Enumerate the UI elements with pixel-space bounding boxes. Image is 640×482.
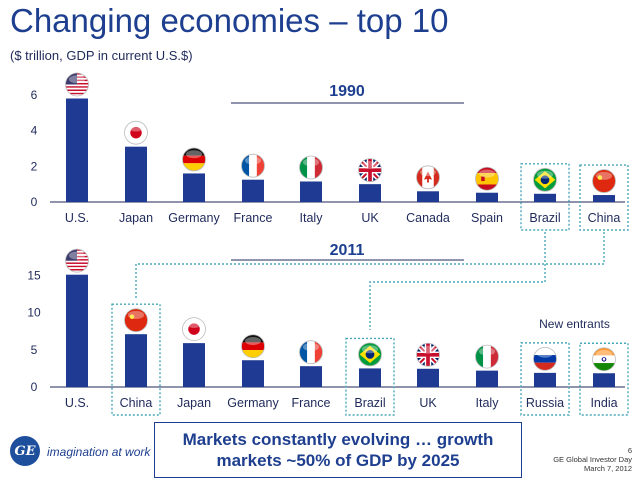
bar-us xyxy=(66,274,88,387)
annotation-new-entrants: New entrants xyxy=(539,317,610,331)
spain-flag-icon xyxy=(475,166,499,191)
x-tick-label: Japan xyxy=(177,396,211,410)
canada-flag-icon xyxy=(416,165,440,190)
bar-france xyxy=(242,179,264,202)
x-tick-label: China xyxy=(588,211,621,225)
y-tick-label: 0 xyxy=(31,195,38,209)
bar-uk xyxy=(359,184,381,202)
bar-russia xyxy=(534,372,556,387)
china-flag-icon xyxy=(124,308,148,333)
x-tick-label: Russia xyxy=(526,396,564,410)
x-tick-label: Brazil xyxy=(354,396,385,410)
bar-india xyxy=(593,373,615,387)
bar-spain xyxy=(476,192,498,202)
chart-title-1990: 1990 xyxy=(329,83,365,100)
japan-flag-icon xyxy=(124,120,148,145)
footer-meta: 6 GE Global Investor Day March 7, 2012 xyxy=(553,446,632,473)
bar-italy xyxy=(300,181,322,202)
japan-flag-icon xyxy=(182,317,206,342)
bar-uk xyxy=(417,368,439,387)
slide-title: Changing economies – top 10 xyxy=(10,2,449,39)
connector-china xyxy=(135,232,605,300)
bar-canada xyxy=(417,191,439,202)
ge-logo: GE xyxy=(10,436,40,466)
x-tick-label: France xyxy=(292,396,331,410)
x-tick-label: Brazil xyxy=(529,211,560,225)
event-date: March 7, 2012 xyxy=(584,464,632,473)
x-tick-label: Canada xyxy=(406,211,450,225)
callout-text: Markets constantly evolving … growth mar… xyxy=(182,430,494,470)
bar-france xyxy=(300,366,322,387)
bar-germany xyxy=(242,360,264,387)
france-flag-icon xyxy=(241,153,265,178)
bar-brazil xyxy=(359,368,381,387)
india-flag-icon xyxy=(592,347,616,372)
brazil-flag-icon xyxy=(533,167,557,192)
callout-box: Markets constantly evolving … growth mar… xyxy=(154,422,522,478)
china-flag-icon xyxy=(592,169,616,193)
x-tick-label: China xyxy=(120,396,153,410)
france-flag-icon xyxy=(299,340,323,365)
page-number: 6 xyxy=(627,446,632,455)
x-tick-label: UK xyxy=(419,396,437,410)
x-tick-label: Italy xyxy=(476,396,500,410)
connector-brazil xyxy=(369,232,546,330)
bar-japan xyxy=(125,146,147,202)
us-flag-icon xyxy=(65,72,89,97)
chart-1990 xyxy=(50,98,629,231)
y-tick-label: 2 xyxy=(31,159,38,173)
bar-germany xyxy=(183,173,205,202)
x-tick-label: India xyxy=(590,396,617,410)
bar-japan xyxy=(183,343,205,387)
germany-flag-icon xyxy=(241,334,265,359)
x-tick-label: U.S. xyxy=(65,396,89,410)
bar-italy xyxy=(476,370,498,387)
y-tick-label: 10 xyxy=(27,306,41,320)
highlight-box-brazil xyxy=(520,163,570,231)
bar-brazil xyxy=(534,193,556,202)
bar-china xyxy=(593,195,615,202)
highlight-box-russia xyxy=(520,342,570,416)
x-tick-label: France xyxy=(234,211,273,225)
brazil-flag-icon xyxy=(358,342,382,367)
highlight-box-brazil xyxy=(345,337,395,416)
uk-flag-icon xyxy=(358,158,382,183)
russia-flag-icon xyxy=(533,346,557,371)
bar-china xyxy=(125,334,147,387)
y-tick-label: 0 xyxy=(31,380,38,394)
highlight-box-china xyxy=(579,164,629,231)
italy-flag-icon xyxy=(475,344,499,369)
x-tick-label: Spain xyxy=(471,211,503,225)
uk-flag-icon xyxy=(416,342,440,367)
germany-flag-icon xyxy=(182,147,206,172)
x-tick-label: Italy xyxy=(300,211,324,225)
highlight-box-china xyxy=(111,303,161,416)
y-tick-label: 5 xyxy=(31,343,38,357)
x-tick-label: UK xyxy=(361,211,379,225)
italy-flag-icon xyxy=(299,155,323,180)
bar-us xyxy=(66,98,88,202)
x-tick-label: Japan xyxy=(119,211,153,225)
x-tick-label: Germany xyxy=(168,211,220,225)
highlight-box-india xyxy=(579,342,629,416)
chart-2011 xyxy=(50,259,629,416)
event-name: GE Global Investor Day xyxy=(553,455,632,464)
x-tick-label: Germany xyxy=(227,396,279,410)
us-flag-icon xyxy=(65,248,89,273)
footer-tagline: imagination at work xyxy=(47,445,151,459)
y-tick-label: 15 xyxy=(27,268,41,282)
chart-title-2011: 2011 xyxy=(330,242,365,259)
x-tick-label: U.S. xyxy=(65,211,89,225)
slide-subtitle: ($ trillion, GDP in current U.S.$) xyxy=(10,48,193,63)
y-tick-label: 6 xyxy=(31,88,38,102)
y-tick-label: 4 xyxy=(31,124,38,138)
